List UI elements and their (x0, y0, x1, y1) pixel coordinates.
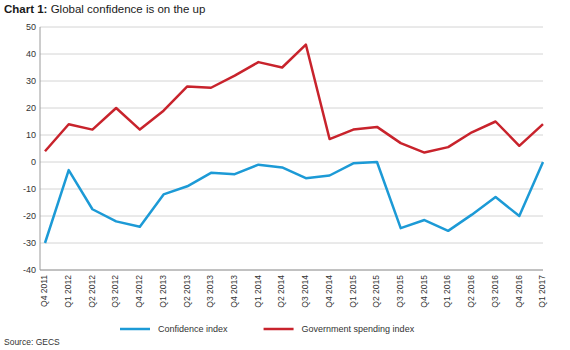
y-tick-label: 50 (26, 22, 36, 32)
x-tick-label: Q3 2016 (490, 275, 500, 308)
y-tick-label: 40 (26, 49, 36, 59)
legend-swatch (120, 328, 150, 331)
x-tick-label: Q1 2013 (158, 275, 168, 308)
x-tick-label: Q3 2014 (300, 275, 310, 308)
x-tick-label: Q4 2016 (514, 275, 524, 308)
grid-line (40, 81, 543, 82)
legend-label: Confidence index (158, 324, 228, 334)
grid-line (40, 27, 543, 28)
legend: Confidence index Government spending inde… (120, 324, 415, 334)
y-axis (40, 27, 41, 270)
x-axis (40, 270, 543, 271)
title: Chart 1: Global confidence is on the up (4, 3, 205, 15)
x-tick-label: Q3 2013 (205, 275, 215, 308)
x-tick-label: Q1 2014 (253, 275, 263, 308)
source: Source: GECS (4, 337, 60, 347)
x-tick-label: Q4 2013 (229, 275, 239, 308)
x-tick-label: Q4 2011 (39, 275, 49, 307)
y-tick-label: -10 (23, 184, 36, 194)
y-tick-label: 0 (31, 157, 36, 167)
y-tick-label: 10 (26, 130, 36, 140)
x-tick-label: Q4 2015 (419, 275, 429, 308)
legend-swatch (264, 328, 294, 331)
title-text: Global confidence is on the up (47, 3, 205, 15)
x-tick-label: Q3 2015 (395, 275, 405, 308)
grid-line (40, 162, 543, 163)
x-tick-label: Q1 2016 (442, 275, 452, 308)
series-line (45, 45, 543, 153)
grid-line (40, 189, 543, 190)
series-line (45, 162, 543, 243)
x-tick-label: Q1 2015 (348, 275, 358, 308)
y-tick-label: 30 (26, 76, 36, 86)
y-tick-label: -40 (23, 265, 36, 275)
x-tick-label: Q3 2012 (110, 275, 120, 308)
x-tick-label: Q1 2017 (537, 275, 547, 308)
chart: Chart 1: Global confidence is on the up -… (0, 0, 570, 350)
y-tick-label: -30 (23, 238, 36, 248)
grid-line (40, 270, 543, 271)
legend-label: Government spending index (302, 324, 415, 334)
x-tick-label: Q2 2013 (182, 275, 192, 308)
x-tick-label: Q2 2014 (276, 275, 286, 308)
x-tick-label: Q2 2016 (466, 275, 476, 308)
y-tick-label: -20 (23, 211, 36, 221)
y-tick-label: 20 (26, 103, 36, 113)
x-tick-label: Q4 2014 (324, 275, 334, 308)
x-tick-label: Q4 2012 (134, 275, 144, 308)
title-label: Chart 1: (4, 3, 47, 15)
x-tick-label: Q2 2012 (87, 275, 97, 308)
plot-area (45, 45, 543, 243)
x-tick-label: Q1 2012 (63, 275, 73, 308)
grid-line (40, 243, 543, 244)
grid-line (40, 54, 543, 55)
x-tick-label: Q2 2015 (371, 275, 381, 308)
